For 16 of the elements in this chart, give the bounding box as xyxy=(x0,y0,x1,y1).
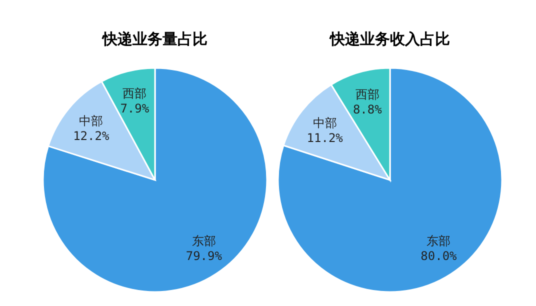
pie-slice xyxy=(277,67,503,293)
data-label: 7.9% xyxy=(120,102,150,116)
data-label: 12.2% xyxy=(73,129,110,144)
chart-title: 快递业务量占比 xyxy=(102,30,208,48)
data-label: 8.8% xyxy=(352,102,383,116)
pie-slice xyxy=(42,67,268,293)
chart-title: 快递业务收入占比 xyxy=(329,30,450,48)
slice-label: 中部 xyxy=(79,114,104,128)
data-label: 80.0% xyxy=(420,249,458,264)
slice-label: 西部 xyxy=(122,86,147,101)
slice-label: 东部 xyxy=(426,234,451,248)
slice-label: 东部 xyxy=(192,234,216,248)
slice-label: 西部 xyxy=(355,87,380,102)
data-label: 11.2% xyxy=(306,130,344,145)
slice-label: 中部 xyxy=(312,116,337,130)
data-label: 79.9% xyxy=(186,248,223,263)
